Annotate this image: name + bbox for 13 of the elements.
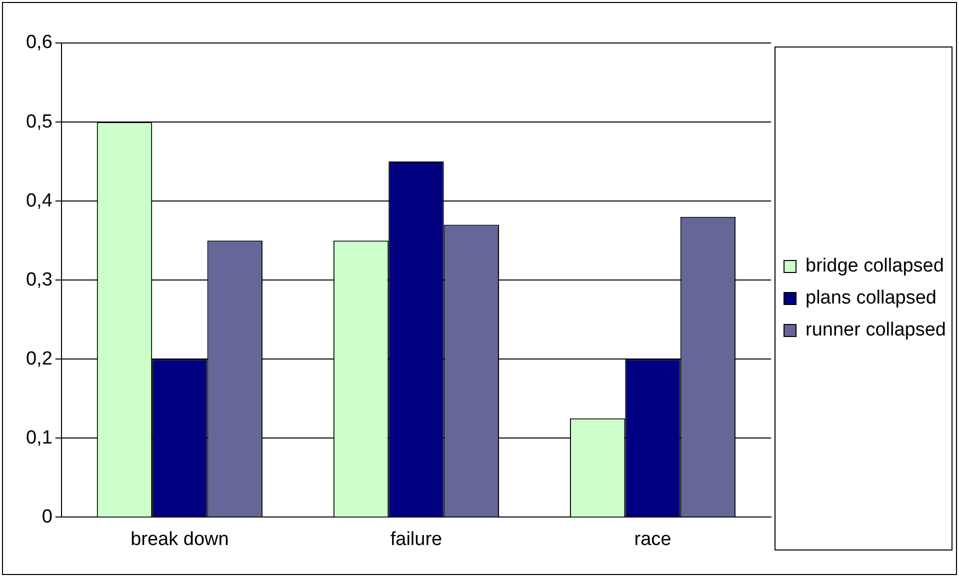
y-tick-label: 0: [42, 506, 52, 528]
y-tick-label: 0,6: [26, 32, 52, 54]
legend-label: bridge collapsed: [806, 256, 944, 277]
y-tick-label: 0,3: [26, 269, 52, 290]
y-tick-label: 0,4: [26, 190, 53, 212]
legend-label: runner collapsed: [806, 320, 946, 341]
y-tick-label: 0,2: [26, 348, 52, 370]
y-tick-label: 0,5: [26, 111, 52, 132]
legend-label: plans collapsed: [806, 288, 937, 309]
x-tick-label: failure: [390, 528, 442, 550]
x-tick-label: break down: [130, 528, 229, 550]
y-tick-label: 0,1: [26, 427, 52, 448]
x-tick-label: race: [634, 528, 672, 550]
